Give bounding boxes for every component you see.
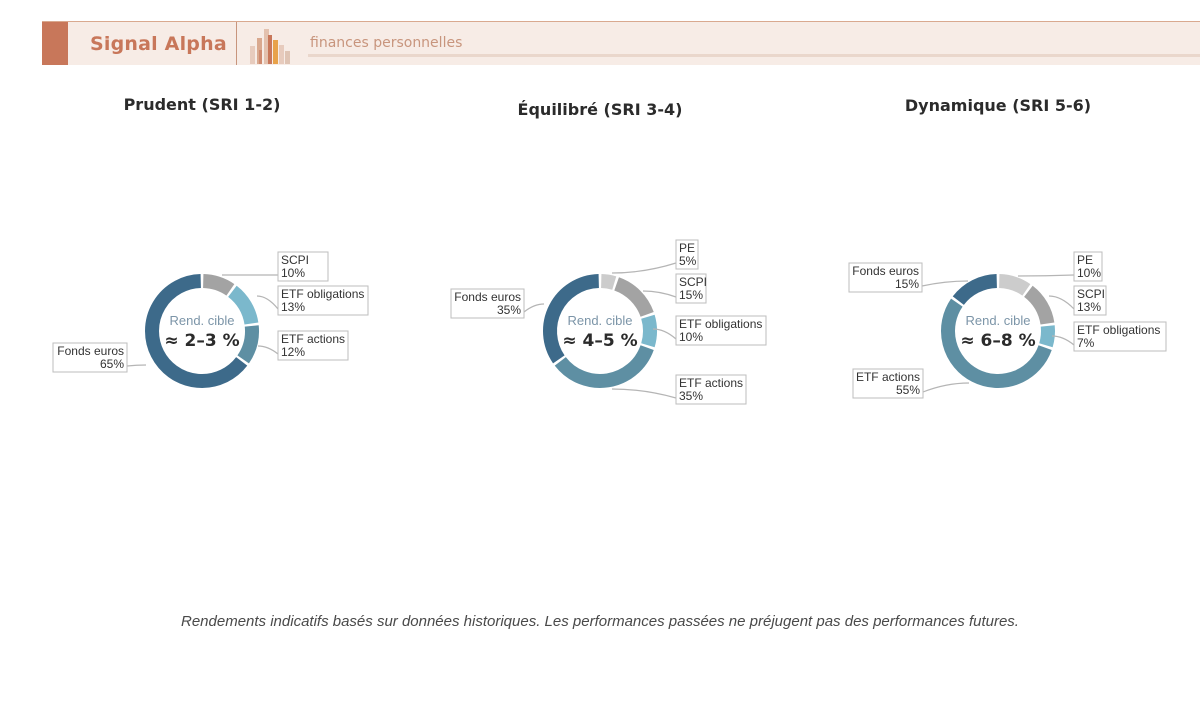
- leader-line: [642, 290, 677, 298]
- leader-line: [922, 382, 970, 393]
- slice-label-name: Fonds euros: [57, 344, 124, 358]
- donut-slice-fonds-euros: [952, 274, 998, 306]
- slice-label-percent: 15%: [895, 277, 919, 291]
- slice-label-name: ETF actions: [281, 332, 345, 346]
- donut-slice-fonds-euros: [543, 274, 600, 364]
- disclaimer-note: Rendements indicatifs basés sur données …: [181, 613, 1019, 630]
- leader-line: [1017, 274, 1075, 277]
- leader-line: [126, 364, 147, 367]
- slice-label-percent: 7%: [1077, 336, 1095, 350]
- donut-slice-scpi: [1023, 285, 1055, 325]
- donut-slice-scpi: [202, 274, 235, 296]
- slice-label-name: ETF actions: [856, 370, 920, 384]
- slice-label-percent: 15%: [679, 288, 703, 302]
- donut-slice-etf-actions: [554, 345, 654, 388]
- slice-label-percent: 10%: [281, 266, 305, 280]
- slice-label-name: SCPI: [281, 253, 309, 267]
- slice-label-box: [450, 288, 525, 319]
- slice-label-percent: 55%: [896, 383, 920, 397]
- slice-label-box: [675, 315, 767, 346]
- slice-label-box: [848, 262, 923, 293]
- donut-slice-etf-obligations: [641, 314, 657, 348]
- slice-label-box: [675, 239, 699, 270]
- slice-label-box: [675, 374, 747, 405]
- chart-title-prudent: Prudent (SRI 1-2): [123, 95, 281, 114]
- slice-label-name: ETF obligations: [1077, 323, 1160, 337]
- slice-label-name: ETF obligations: [679, 317, 762, 331]
- slice-label-box: [52, 342, 128, 373]
- donut-slice-etf-obligations: [227, 285, 259, 325]
- leader-line: [611, 262, 677, 274]
- slice-label-box: [1073, 251, 1103, 282]
- slice-label-percent: 5%: [679, 254, 697, 268]
- slice-label-percent: 10%: [1077, 266, 1101, 280]
- slice-label-name: SCPI: [1077, 287, 1105, 301]
- slice-label-percent: 65%: [100, 357, 124, 371]
- tagline: finances personnelles: [310, 35, 463, 51]
- slice-label-box: [277, 251, 329, 282]
- center-return-value: ≈ 4–5 %: [562, 331, 637, 351]
- slice-label-percent: 13%: [281, 300, 305, 314]
- donut-slice-pe: [600, 274, 617, 290]
- leader-line: [257, 345, 279, 355]
- leader-line: [921, 280, 969, 287]
- bar-chart-logo-icon: [250, 29, 290, 64]
- slice-label-name: Fonds euros: [852, 264, 919, 278]
- header-divider: [236, 22, 237, 65]
- center-label: Rend. cible: [965, 313, 1030, 328]
- leader-line: [1048, 295, 1075, 310]
- slice-label-name: ETF obligations: [281, 287, 364, 301]
- slice-label-percent: 13%: [1077, 300, 1101, 314]
- slice-label-box: [277, 285, 369, 316]
- center-label: Rend. cible: [169, 313, 234, 328]
- slice-label-name: Fonds euros: [454, 290, 521, 304]
- leader-line: [256, 295, 279, 310]
- chart-title-dynamique: Dynamique (SRI 5-6): [904, 96, 1092, 115]
- slice-label-name: SCPI: [679, 275, 707, 289]
- brand-name[interactable]: Signal Alpha: [90, 33, 227, 55]
- slice-label-box: [1073, 285, 1107, 316]
- donut-slice-etf-obligations: [1039, 325, 1055, 348]
- header-band: Signal Alpha finances personnelles: [42, 21, 1200, 65]
- leader-line: [523, 303, 545, 313]
- slice-label-box: [1073, 321, 1167, 352]
- center-return-value: ≈ 6–8 %: [960, 331, 1035, 351]
- slice-label-name: ETF actions: [679, 376, 743, 390]
- donut-slice-fonds-euros: [145, 274, 248, 388]
- donut-slice-etf-actions: [941, 298, 1052, 388]
- chart-title-equilibre: Équilibré (SRI 3-4): [517, 100, 683, 119]
- slice-label-percent: 10%: [679, 330, 703, 344]
- center-label: Rend. cible: [567, 313, 632, 328]
- donut-slice-etf-actions: [237, 325, 259, 364]
- tagline-underline: [308, 54, 1200, 57]
- slice-label-box: [277, 330, 349, 361]
- slice-label-name: PE: [679, 241, 695, 255]
- center-return-value: ≈ 2–3 %: [164, 331, 239, 351]
- leader-line: [611, 388, 677, 399]
- brand-accent-bar: [42, 22, 68, 65]
- slice-label-percent: 35%: [497, 303, 521, 317]
- donut-slice-pe: [998, 274, 1031, 296]
- slice-label-name: PE: [1077, 253, 1093, 267]
- leader-line: [652, 328, 677, 340]
- slice-label-percent: 12%: [281, 345, 305, 359]
- slice-label-percent: 35%: [679, 389, 703, 403]
- leader-line: [1051, 335, 1075, 346]
- donut-slice-scpi: [613, 277, 654, 318]
- slice-label-box: [675, 273, 707, 304]
- slice-label-box: [852, 368, 924, 399]
